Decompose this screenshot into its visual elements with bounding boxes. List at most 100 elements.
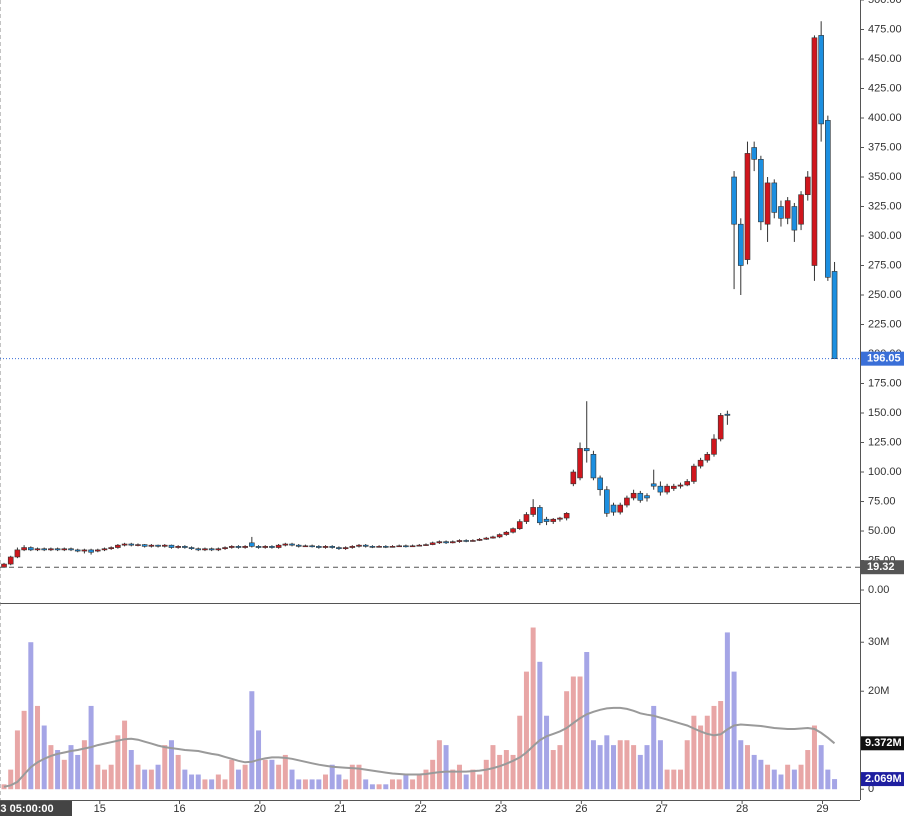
candle-body	[349, 546, 356, 548]
volume-bar	[765, 764, 771, 790]
volume-bar	[691, 715, 697, 790]
candle-body	[604, 489, 610, 514]
candle-body	[141, 544, 148, 547]
candle-body	[68, 548, 74, 551]
volume-bar	[463, 774, 469, 790]
volume-bar	[95, 764, 101, 790]
candle-body	[449, 541, 456, 544]
volume-bar	[517, 715, 523, 790]
volume-bar	[711, 705, 717, 790]
candle-body	[644, 495, 650, 499]
volume-bar	[805, 750, 811, 790]
volume-bar	[229, 759, 235, 790]
volume-bar	[631, 745, 637, 790]
volume-ma-line	[3, 706, 836, 788]
volume-bar	[664, 769, 670, 790]
volume-ma-last-label: 9.372M	[865, 737, 902, 749]
candle-body	[255, 546, 262, 548]
candle-body	[563, 513, 570, 519]
last-price-box	[861, 351, 904, 366]
volume-bar	[544, 715, 550, 790]
candle-body	[249, 542, 255, 547]
crosshair-box	[0, 801, 72, 816]
volume-bar	[570, 676, 576, 790]
volume-bar	[35, 705, 41, 790]
volume-bar	[168, 740, 174, 790]
candle-body	[302, 545, 309, 548]
x-tick-label: 28	[736, 803, 748, 815]
volume-bar	[389, 779, 395, 790]
volume-bar	[148, 769, 154, 790]
y-tick-label: 50.00	[868, 525, 896, 537]
candle-body	[329, 546, 336, 548]
candle-body	[188, 547, 195, 550]
y-tick-label: 225.00	[868, 318, 902, 330]
candle-body	[657, 485, 664, 493]
volume-bar	[577, 676, 583, 790]
volume-bar	[101, 769, 107, 790]
volume-bar	[383, 784, 389, 790]
volume-bar	[222, 779, 228, 790]
volume-bar	[289, 769, 295, 790]
candle-body	[617, 504, 624, 513]
y-tick-label: 450.00	[868, 53, 902, 65]
volume-bar	[470, 769, 476, 790]
volume-bar	[523, 671, 529, 790]
candle-body	[195, 548, 202, 551]
volume-bar	[329, 764, 335, 790]
candle-body	[597, 477, 603, 491]
candle-body	[590, 454, 597, 479]
volume-bar	[282, 754, 288, 790]
candle-body	[825, 120, 831, 278]
volume-bar	[68, 745, 74, 790]
candle-body	[831, 271, 838, 359]
candle-body	[88, 549, 94, 553]
volume-bar	[356, 764, 362, 790]
y2-tick-label: 20M	[868, 685, 889, 697]
volume-bar	[724, 632, 730, 790]
volume-bar	[744, 745, 750, 790]
x-tick-label: 20	[254, 803, 266, 815]
candle-body	[161, 544, 168, 547]
y-tick-label: 500.00	[868, 0, 902, 6]
volume-bar	[369, 784, 375, 790]
y-tick-label: 375.00	[868, 141, 902, 153]
candle-body	[570, 471, 577, 485]
volume-bar	[323, 774, 329, 790]
volume-bar	[55, 750, 61, 790]
volume-bar	[771, 769, 777, 790]
candle-body	[41, 548, 48, 551]
y-tick-label: 325.00	[868, 200, 902, 212]
volume-bar	[510, 754, 516, 790]
candle-body	[342, 547, 349, 550]
y-tick-label: 475.00	[868, 23, 902, 35]
y-tick-label: 75.00	[868, 495, 896, 507]
x-tick-label: 21	[334, 803, 346, 815]
candle-body	[583, 448, 590, 452]
volume-bar	[597, 745, 603, 790]
volume-bar	[363, 779, 369, 790]
volume-bar	[396, 779, 402, 790]
volume-bar	[590, 740, 596, 790]
candle-body	[798, 194, 804, 225]
y-tick-label: 125.00	[868, 436, 902, 448]
volume-bar	[483, 759, 489, 790]
candle-body	[262, 546, 269, 548]
volume-bar	[684, 740, 690, 790]
volume-bar	[48, 745, 54, 790]
candle-body	[61, 548, 68, 551]
candle-body	[818, 35, 824, 125]
volume-bar	[242, 764, 248, 790]
candle-body	[804, 176, 811, 196]
candle-body	[275, 544, 282, 548]
candle-body	[470, 540, 476, 542]
candle-body	[429, 542, 436, 545]
candle-body	[731, 176, 737, 225]
candle-body	[182, 546, 188, 548]
candle-body	[784, 200, 791, 219]
volume-bar	[8, 769, 14, 790]
volume-bar	[122, 720, 128, 790]
candle-body	[744, 153, 751, 260]
volume-bar	[611, 745, 617, 790]
